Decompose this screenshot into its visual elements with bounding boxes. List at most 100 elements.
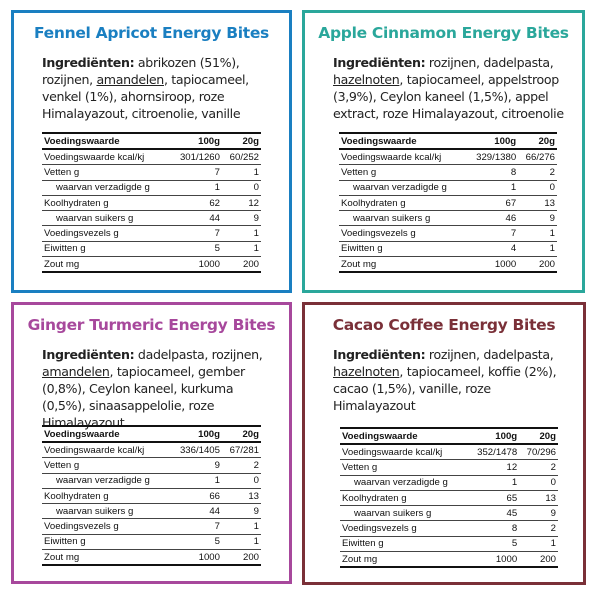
header-20g: 20g [518, 133, 557, 150]
value-per-100g: 12 [467, 459, 520, 476]
nutrition-row: Vetten g 12 2 [340, 459, 558, 476]
value-per-20g: 1 [221, 241, 261, 258]
value-per-20g: 9 [518, 210, 557, 227]
product-panel-cacao: Cacao Coffee Energy Bites Ingrediënten: … [302, 302, 586, 585]
ingredients-label: Ingrediënten: [42, 347, 135, 362]
nutrition-row: waarvan suikers g 46 9 [339, 210, 557, 227]
value-per-100g: 4 [466, 241, 519, 258]
value-per-100g: 7 [170, 518, 222, 535]
product-panel-fennel: Fennel Apricot Energy Bites Ingrediënten… [11, 10, 292, 293]
nutrition-row: Voedingsvezels g 8 2 [340, 520, 558, 537]
value-per-20g: 70/296 [519, 444, 558, 461]
nutrition-header-row: Voedingswaarde 100g 20g [42, 426, 261, 443]
nutrient-label: Koolhydraten g [42, 488, 171, 505]
nutrition-table: Voedingswaarde 100g 20g Voedingswaarde k… [339, 132, 557, 274]
value-per-100g: 5 [170, 534, 222, 551]
nutrient-label: Voedingswaarde kcal/kj [340, 444, 468, 461]
nutrition-row: Voedingswaarde kcal/kj 301/1260 60/252 [42, 149, 261, 166]
nutrient-label: waarvan verzadigde g [42, 180, 171, 196]
value-per-100g: 1 [170, 180, 222, 196]
nutrition-table: Voedingswaarde 100g 20g Voedingswaarde k… [340, 427, 558, 569]
nutrient-label: Voedingsvezels g [340, 520, 468, 537]
value-per-100g: 62 [170, 195, 222, 212]
nutrient-label: Zout mg [342, 553, 378, 565]
value-per-100g: 1 [170, 473, 222, 489]
nutrition-row: Voedingswaarde kcal/kj 329/1380 66/276 [339, 149, 557, 166]
nutrient-label: Voedingsvezels g [42, 518, 171, 535]
value-per-20g: 200 [539, 553, 556, 565]
value-per-20g: 1 [518, 225, 557, 242]
value-per-20g: 1 [221, 164, 261, 181]
nutrition-row: Vetten g 7 1 [42, 164, 261, 181]
value-per-20g: 1 [519, 536, 558, 553]
value-per-20g: 13 [518, 195, 557, 212]
value-per-20g: 67/281 [221, 442, 261, 459]
value-per-20g: 200 [538, 258, 555, 270]
header-100g: 100g [170, 426, 222, 443]
ingredients-part: , tapiocameel, appelstroop (3,9%), Ceylo… [333, 72, 564, 121]
value-per-20g: 1 [518, 241, 557, 258]
value-per-20g: 2 [519, 520, 558, 537]
nutrition-row: Voedingsvezels g 7 1 [42, 225, 261, 242]
nutrient-label: Zout mg [44, 258, 80, 270]
nutrition-row: Voedingswaarde kcal/kj 336/1405 67/281 [42, 442, 261, 459]
header-nutrient: Voedingswaarde [340, 428, 468, 445]
value-per-100g: 9 [170, 457, 222, 474]
nutrition-row: waarvan verzadigde g 1 0 [339, 180, 557, 196]
nutrition-header-row: Voedingswaarde 100g 20g [42, 133, 261, 150]
nutrient-label: Voedingswaarde kcal/kj [42, 442, 171, 459]
ingredients-text: Ingrediënten: dadelpasta, rozijnen, aman… [42, 346, 275, 431]
nutrition-row: Koolhydraten g 62 12 [42, 195, 261, 212]
nutrition-row: Eiwitten g 5 1 [42, 241, 261, 258]
ingredients-part: , tapiocameel, venkel (1%), ahornsiroop,… [42, 72, 249, 121]
product-title: Cacao Coffee Energy Bites [332, 316, 556, 334]
value-per-100g: 1000 [198, 258, 220, 270]
value-per-20g: 9 [519, 505, 558, 522]
value-per-100g: 301/1260 [170, 149, 222, 166]
nutrition-row: Eiwitten g 5 1 [340, 536, 558, 553]
ingredients-label: Ingrediënten: [333, 55, 426, 70]
ingredients-label: Ingrediënten: [333, 347, 426, 362]
value-per-100g: 1000 [494, 258, 517, 270]
product-title: Apple Cinnamon Energy Bites [318, 24, 569, 42]
value-per-100g: 1000 [198, 551, 220, 563]
value-per-100g: 7 [170, 164, 222, 181]
header-100g: 100g [170, 133, 222, 150]
nutrition-row: waarvan verzadigde g 1 0 [42, 180, 261, 196]
nutrition-row: Zout mg 1000 200 [42, 257, 261, 273]
allergen-ingredient: hazelnoten [333, 72, 400, 87]
value-per-20g: 2 [519, 459, 558, 476]
value-per-100g: 5 [467, 536, 520, 553]
nutrition-header-row: Voedingswaarde 100g 20g [340, 428, 558, 445]
value-per-20g: 1 [221, 518, 261, 535]
value-per-20g: 200 [242, 258, 259, 270]
product-panel-ginger: Ginger Turmeric Energy Bites Ingrediënte… [11, 302, 292, 584]
nutrient-label: Voedingswaarde kcal/kj [42, 149, 171, 166]
nutrition-row: Eiwitten g 5 1 [42, 534, 261, 551]
nutrient-label: Vetten g [42, 457, 171, 474]
nutrition-row: Koolhydraten g 67 13 [339, 195, 557, 212]
nutrient-label: Eiwitten g [340, 536, 468, 553]
nutrient-label: Voedingsvezels g [42, 225, 171, 242]
value-per-20g: 0 [221, 473, 261, 489]
header-20g: 20g [519, 428, 558, 445]
nutrient-label: waarvan verzadigde g [339, 180, 467, 196]
nutrient-label: waarvan verzadigde g [42, 473, 171, 489]
header-nutrient: Voedingswaarde [339, 133, 467, 150]
value-per-100g: 329/1380 [466, 149, 519, 166]
value-per-100g: 1 [467, 475, 520, 491]
value-per-20g: 2 [221, 457, 261, 474]
header-20g: 20g [221, 133, 261, 150]
value-per-100g: 8 [467, 520, 520, 537]
value-per-100g: 336/1405 [170, 442, 222, 459]
header-20g: 20g [221, 426, 261, 443]
nutrient-label: Voedingswaarde kcal/kj [339, 149, 467, 166]
value-per-20g: 12 [221, 195, 261, 212]
nutrition-row: Zout mg 1000 200 [339, 257, 557, 273]
ingredients-text: Ingrediënten: rozijnen, dadelpasta, haze… [333, 346, 569, 414]
value-per-100g: 352/1478 [467, 444, 520, 461]
ingredients-part: , tapiocameel, koffie (2%), cacao (1,5%)… [333, 364, 557, 413]
ingredients-part: abrikozen (51%), rozijnen, [42, 55, 240, 87]
nutrition-row: waarvan suikers g 44 9 [42, 503, 261, 520]
nutrition-row: Zout mg 1000 200 [340, 552, 558, 568]
